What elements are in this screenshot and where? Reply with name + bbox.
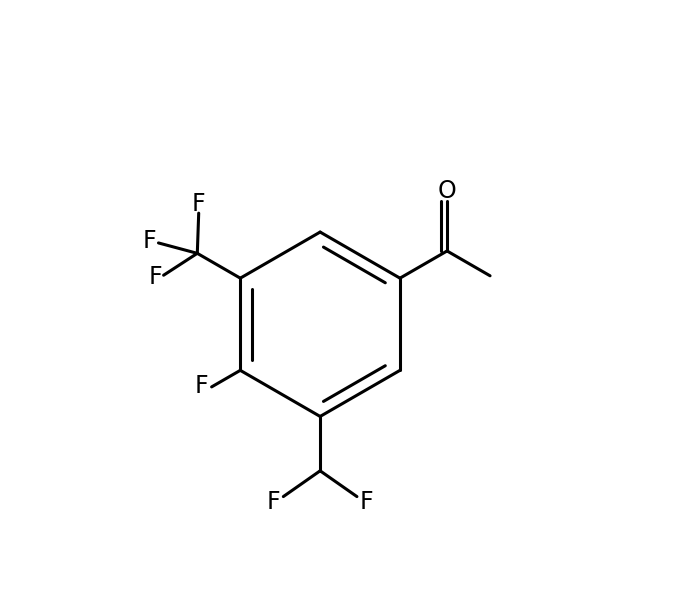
Text: F: F [194,374,208,398]
Text: F: F [360,490,373,515]
Text: F: F [192,192,205,216]
Text: F: F [148,265,162,289]
Text: O: O [438,179,456,203]
Text: F: F [142,229,156,253]
Text: F: F [267,490,281,515]
